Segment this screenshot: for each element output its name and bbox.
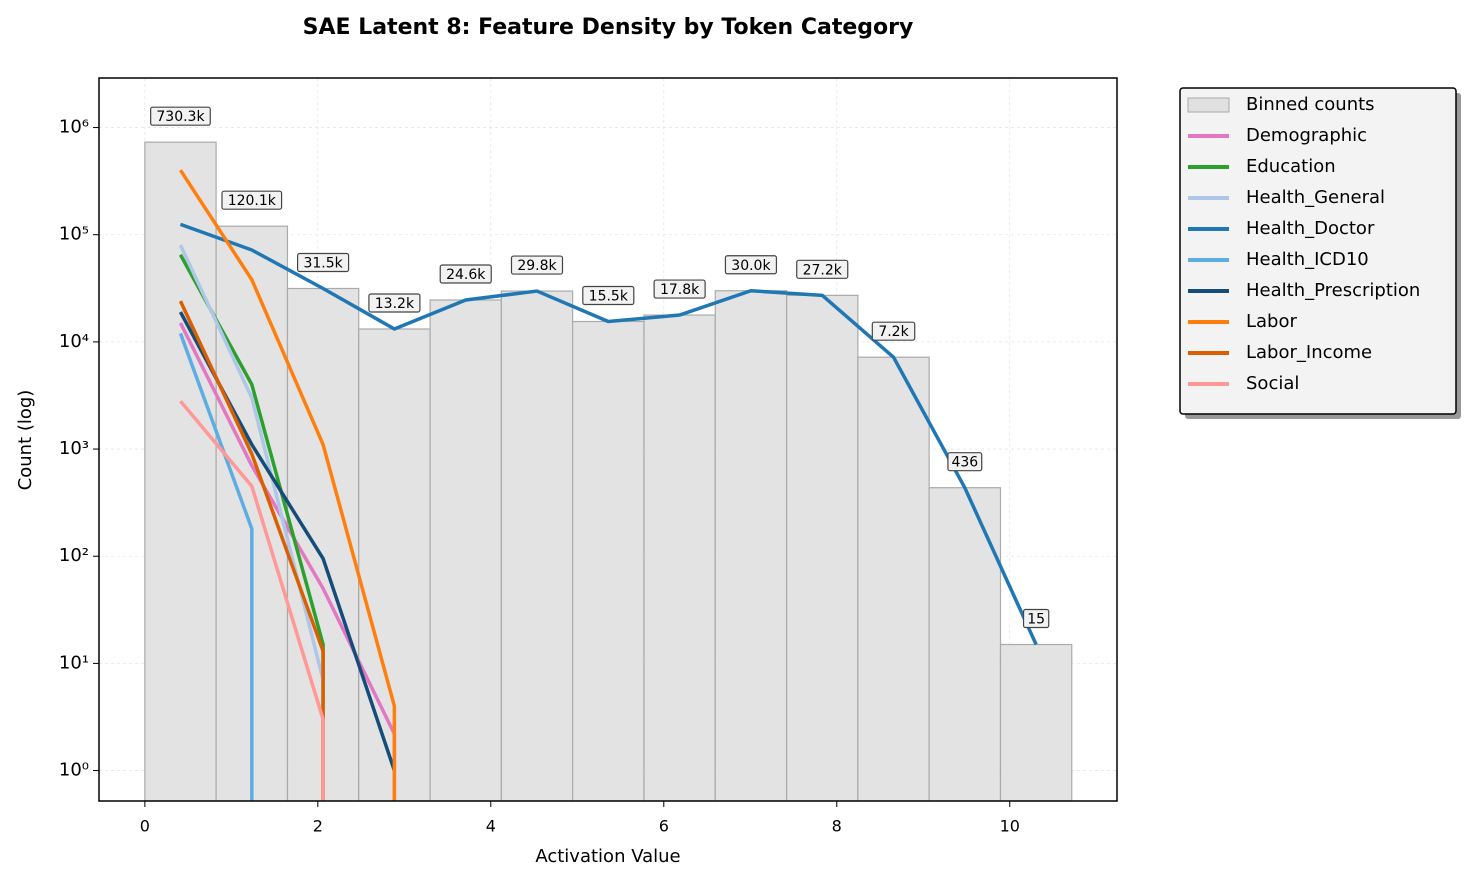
value-label: 7.2k bbox=[878, 324, 909, 340]
legend-label: Health_ICD10 bbox=[1246, 249, 1369, 270]
y-tick-label: 10⁴ bbox=[59, 331, 89, 352]
bar bbox=[643, 314, 716, 801]
legend-label: Health_Prescription bbox=[1246, 280, 1420, 301]
value-label-box bbox=[439, 264, 492, 284]
bar bbox=[714, 290, 788, 801]
value-label: 27.2k bbox=[803, 262, 843, 278]
legend-box bbox=[1179, 87, 1457, 415]
legend-label: Labor bbox=[1246, 311, 1297, 332]
bar bbox=[857, 356, 930, 801]
legend-label: Education bbox=[1246, 156, 1336, 177]
legend-label: Demographic bbox=[1246, 125, 1367, 146]
legend-label: Binned counts bbox=[1246, 94, 1375, 115]
x-tick-label: 8 bbox=[832, 817, 842, 836]
bar bbox=[429, 299, 502, 801]
value-label: 30.0k bbox=[731, 258, 771, 274]
y-tick-label: 10² bbox=[59, 545, 89, 566]
value-label: 24.6k bbox=[446, 267, 486, 283]
legend-label: Social bbox=[1246, 373, 1299, 394]
x-tick-label: 6 bbox=[659, 817, 669, 836]
y-tick-label: 10³ bbox=[59, 438, 89, 459]
value-label-box bbox=[296, 252, 350, 273]
bar bbox=[500, 290, 574, 801]
x-tick-label: 4 bbox=[486, 817, 496, 836]
value-label-box bbox=[653, 279, 706, 299]
value-label-box bbox=[871, 321, 916, 341]
value-label-box bbox=[368, 293, 421, 313]
x-tick-label: 2 bbox=[313, 817, 323, 836]
value-label: 730.3k bbox=[156, 109, 205, 125]
series-line bbox=[178, 332, 254, 801]
value-label-box bbox=[582, 285, 635, 306]
legend-label: Health_Doctor bbox=[1246, 218, 1375, 239]
series-line bbox=[179, 169, 397, 801]
value-label: 17.8k bbox=[660, 282, 700, 298]
value-label: 436 bbox=[951, 455, 978, 471]
value-label-box bbox=[510, 255, 564, 275]
y-axis-label: Count (log) bbox=[15, 390, 36, 491]
x-axis-label: Activation Value bbox=[535, 846, 680, 867]
value-label-box bbox=[1022, 608, 1050, 629]
legend-swatch bbox=[1187, 97, 1230, 113]
x-tick-label: 0 bbox=[140, 817, 150, 836]
value-label: 15 bbox=[1027, 612, 1045, 628]
value-label: 31.5k bbox=[303, 255, 343, 271]
legend-label: Labor_Income bbox=[1246, 342, 1372, 363]
y-tick-label: 10⁰ bbox=[59, 760, 89, 781]
bar bbox=[999, 643, 1073, 801]
y-tick-label: 10⁵ bbox=[59, 224, 89, 245]
value-label: 120.1k bbox=[228, 193, 277, 209]
value-label-box bbox=[150, 106, 211, 126]
value-label-box bbox=[947, 452, 983, 472]
bar bbox=[786, 294, 859, 801]
bar bbox=[144, 141, 217, 801]
bar bbox=[572, 320, 645, 801]
y-tick-label: 10⁶ bbox=[59, 117, 89, 138]
series-line bbox=[179, 400, 325, 801]
bar bbox=[928, 487, 1002, 801]
legend-label: Health_General bbox=[1246, 187, 1385, 208]
value-label: 15.5k bbox=[589, 288, 629, 304]
chart-title: SAE Latent 8: Feature Density by Token C… bbox=[303, 15, 914, 40]
value-label-box bbox=[221, 190, 283, 210]
x-tick-label: 10 bbox=[1000, 817, 1020, 836]
value-label: 29.8k bbox=[517, 258, 557, 274]
series-line bbox=[179, 222, 1038, 646]
value-label-box bbox=[796, 259, 849, 279]
plot-frame bbox=[98, 77, 1118, 802]
plot-area bbox=[144, 141, 1073, 801]
y-tick-label: 10¹ bbox=[59, 652, 89, 673]
value-label: 13.2k bbox=[375, 296, 415, 312]
value-label-box bbox=[724, 255, 778, 275]
